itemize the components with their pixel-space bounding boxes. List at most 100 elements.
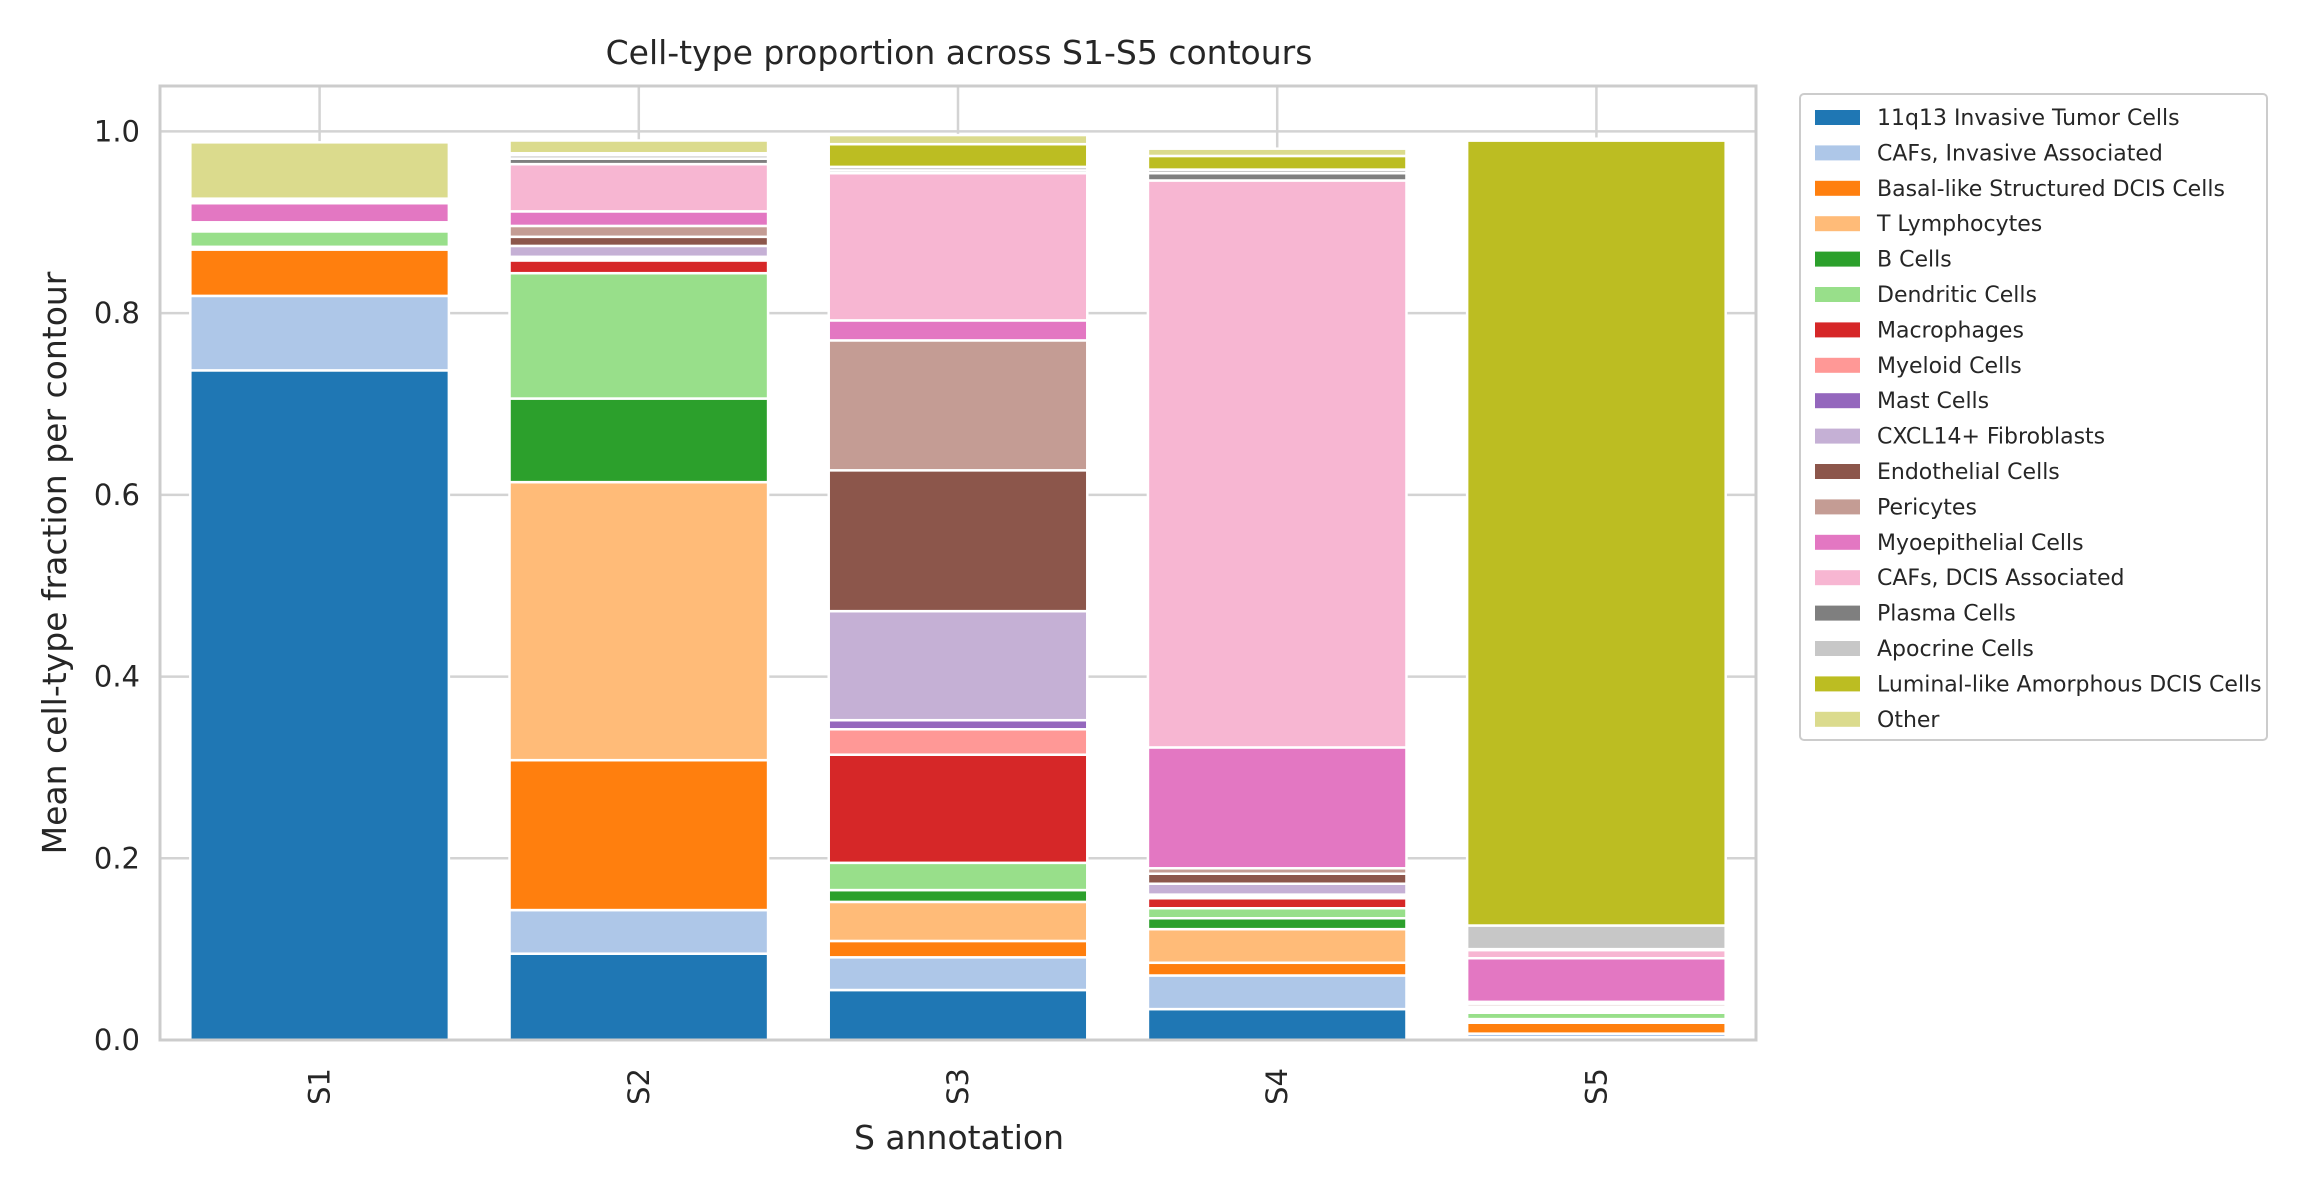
bar-segment-S3-4: [827, 888, 1089, 904]
legend-frame: [1799, 93, 2268, 741]
legend-label-3: T Lymphocytes: [1876, 212, 2042, 237]
x-tick-label-S5: S5: [1579, 1068, 1613, 1105]
bar-segment-S4-17: [1146, 147, 1408, 158]
legend-item-16: Luminal-like Amorphous DCIS Cells: [1815, 672, 2262, 697]
legend-item-17: Other: [1815, 708, 1940, 733]
legend-item-5: Dendritic Cells: [1815, 283, 2037, 308]
bar-segment-S2-4: [508, 397, 770, 484]
legend-swatch-2: [1815, 180, 1860, 196]
legend-swatch-4: [1815, 251, 1860, 267]
bar-segment-S1-1: [189, 294, 451, 372]
legend-swatch-12: [1815, 534, 1860, 550]
bar-stack-S4: [1146, 147, 1408, 1042]
bar-segment-S2-3: [508, 480, 770, 762]
bar-segment-S5-16: [1465, 139, 1727, 927]
x-tick-label-S3: S3: [941, 1068, 975, 1105]
bar-segment-S4-13: [1146, 179, 1408, 749]
x-axis-label: S annotation: [854, 1118, 1064, 1157]
legend-label-6: Macrophages: [1877, 318, 2024, 343]
bar-segment-S1-17: [189, 141, 451, 200]
legend-item-13: CAFs, DCIS Associated: [1815, 566, 2125, 591]
y-tick-label-1: 0.2: [94, 841, 140, 875]
bar-stack-S5: [1465, 137, 1727, 1042]
bar-segment-S3-9: [827, 609, 1089, 722]
legend-label-15: Apocrine Cells: [1877, 637, 2034, 662]
bar-segment-S1-2: [189, 248, 451, 298]
bar-segment-S1-5: [189, 230, 451, 249]
legend-item-3: T Lymphocytes: [1815, 212, 2042, 237]
bar-segment-S3-11: [827, 339, 1089, 472]
y-tick-label-3: 0.6: [94, 478, 140, 512]
bar-segment-S3-16: [827, 142, 1089, 169]
legend-label-12: Myoepithelial Cells: [1877, 531, 2084, 556]
chart-title: Cell-type proportion across S1-S5 contou…: [606, 33, 1313, 72]
bar-segment-S2-0: [508, 952, 770, 1042]
bar-segment-S4-16: [1146, 154, 1408, 171]
y-tick-label-0: 0.0: [94, 1023, 140, 1057]
legend-item-7: Myeloid Cells: [1815, 354, 2022, 379]
legend-swatch-8: [1815, 393, 1860, 409]
bar-segment-S2-11: [508, 224, 770, 239]
legend-label-2: Basal-like Structured DCIS Cells: [1877, 177, 2225, 202]
bar-segment-S3-3: [827, 900, 1089, 943]
bar-segment-S3-6: [827, 753, 1089, 865]
legend-item-14: Plasma Cells: [1815, 602, 2016, 627]
y-axis-label: Mean cell-type fraction per contour: [35, 271, 74, 854]
bar-segment-S3-12: [827, 319, 1089, 342]
legend-item-11: Pericytes: [1815, 495, 1977, 520]
legend-swatch-6: [1815, 322, 1860, 338]
legend-label-17: Other: [1877, 708, 1940, 733]
bar-stack-S3: [827, 133, 1089, 1042]
legend-label-7: Myeloid Cells: [1877, 354, 2022, 379]
legend-item-15: Apocrine Cells: [1815, 637, 2034, 662]
legend-label-5: Dendritic Cells: [1877, 283, 2037, 308]
legend-item-9: CXCL14+ Fibroblasts: [1815, 425, 2105, 450]
bar-segment-S2-5: [508, 271, 770, 400]
bar-segment-S3-17: [827, 133, 1089, 146]
bar-segment-S2-13: [508, 162, 770, 213]
legend-label-10: Endothelial Cells: [1877, 460, 2060, 485]
bar-segment-S5-12: [1465, 956, 1727, 1004]
legend-item-10: Endothelial Cells: [1815, 460, 2060, 485]
y-tick-label-5: 1.0: [94, 114, 140, 148]
bar-segment-S1-12: [189, 201, 451, 224]
legend-swatch-10: [1815, 464, 1860, 479]
bar-segment-S2-12: [508, 210, 770, 228]
bar-segment-S3-13: [827, 171, 1089, 322]
bar-segment-S4-0: [1146, 1007, 1408, 1042]
bar-stack-S2: [508, 139, 770, 1042]
legend-swatch-5: [1815, 287, 1860, 302]
legend-label-9: CXCL14+ Fibroblasts: [1877, 425, 2105, 450]
legend-swatch-15: [1815, 641, 1860, 656]
legend-swatch-14: [1815, 605, 1860, 621]
x-tick-label-S1: S1: [303, 1068, 337, 1105]
bar-segment-S1-0: [189, 369, 451, 1042]
bar-segment-S4-3: [1146, 927, 1408, 965]
x-axis-ticks: S1 S2 S3 S4 S5: [303, 1068, 1614, 1105]
plot-frame: [158, 84, 1758, 1042]
bar-segment-S4-10: [1146, 872, 1408, 885]
legend-label-0: 11q13 Invasive Tumor Cells: [1877, 106, 2180, 131]
bar-segment-S3-8: [827, 718, 1089, 731]
legend-item-8: Mast Cells: [1815, 389, 1989, 414]
legend-swatch-1: [1815, 145, 1860, 161]
bar-segment-S4-4: [1146, 917, 1408, 931]
x-tick-label-S4: S4: [1260, 1068, 1294, 1105]
y-tick-label-2: 0.4: [94, 660, 140, 694]
bar-segment-S2-6: [508, 259, 770, 275]
legend-swatch-0: [1815, 110, 1860, 125]
bar-segment-S3-5: [827, 861, 1089, 892]
bar-segment-S4-9: [1146, 882, 1408, 896]
legend-item-12: Myoepithelial Cells: [1815, 531, 2084, 556]
bar-segment-S4-5: [1146, 907, 1408, 920]
bar-segment-S3-2: [827, 939, 1089, 959]
bar-segment-S3-0: [827, 988, 1089, 1042]
y-tick-label-4: 0.8: [94, 296, 140, 330]
bar-segment-S5-17: [1465, 137, 1727, 142]
bar-segment-S2-1: [508, 908, 770, 955]
legend-item-6: Macrophages: [1815, 318, 2024, 343]
legend-swatch-13: [1815, 570, 1860, 586]
bar-segment-S5-2: [1465, 1021, 1727, 1035]
x-tick-label-S2: S2: [622, 1068, 656, 1105]
